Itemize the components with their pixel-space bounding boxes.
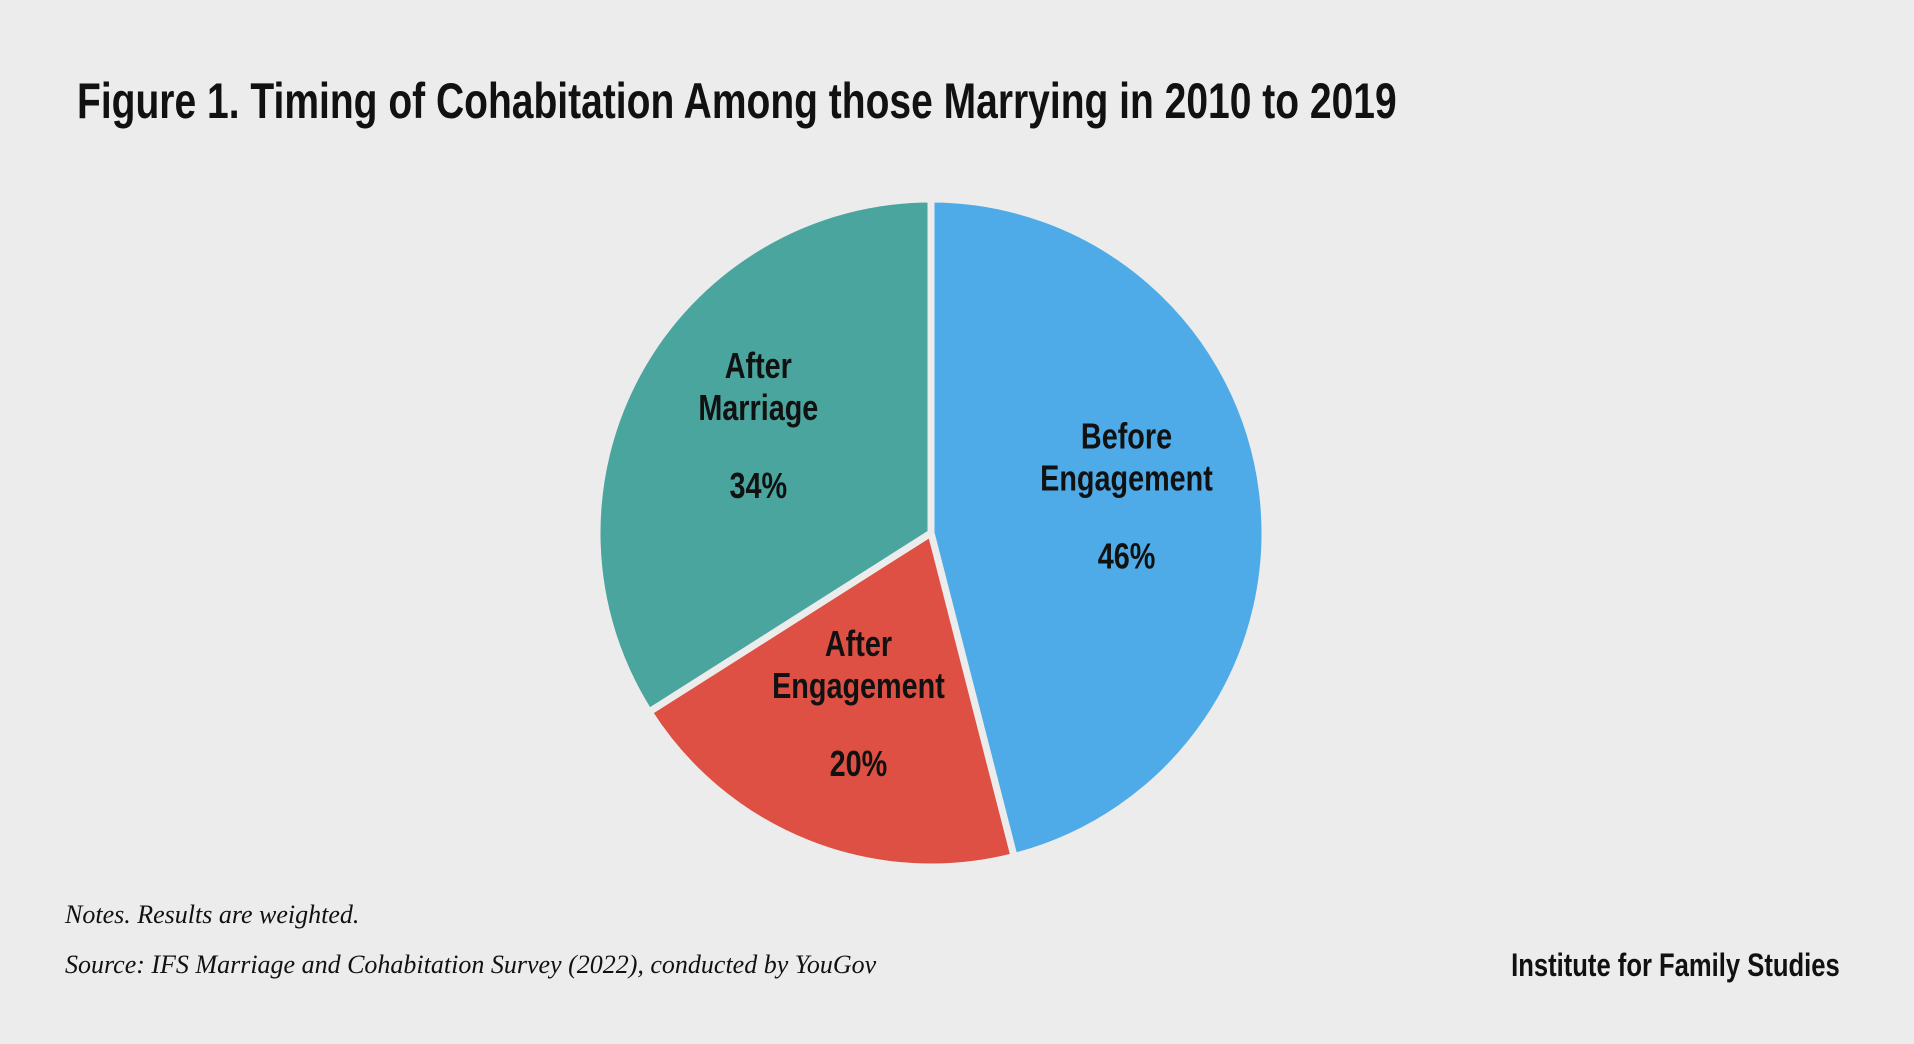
pie-slice bbox=[927, 195, 1269, 861]
slice-value-label: 34% bbox=[730, 465, 788, 506]
slice-category-label: After bbox=[825, 623, 892, 664]
slice-category-label: After bbox=[725, 345, 792, 386]
brand-label: Institute for Family Studies bbox=[1511, 947, 1840, 983]
pie-slice bbox=[593, 195, 935, 716]
slice-category-label: Before bbox=[1081, 415, 1172, 456]
slice-category-label: Engagement bbox=[1040, 457, 1213, 498]
slice-category-label: Marriage bbox=[698, 387, 818, 428]
slice-value-label: 20% bbox=[830, 743, 888, 784]
pie-slice bbox=[645, 529, 1018, 871]
slice-value-label: 46% bbox=[1098, 535, 1156, 576]
source-text: Source: IFS Marriage and Cohabitation Su… bbox=[65, 950, 877, 979]
notes-text: Notes. Results are weighted. bbox=[65, 900, 360, 929]
chart-title: Figure 1. Timing of Cohabitation Among t… bbox=[77, 73, 1397, 129]
slice-category-label: Engagement bbox=[772, 665, 945, 706]
